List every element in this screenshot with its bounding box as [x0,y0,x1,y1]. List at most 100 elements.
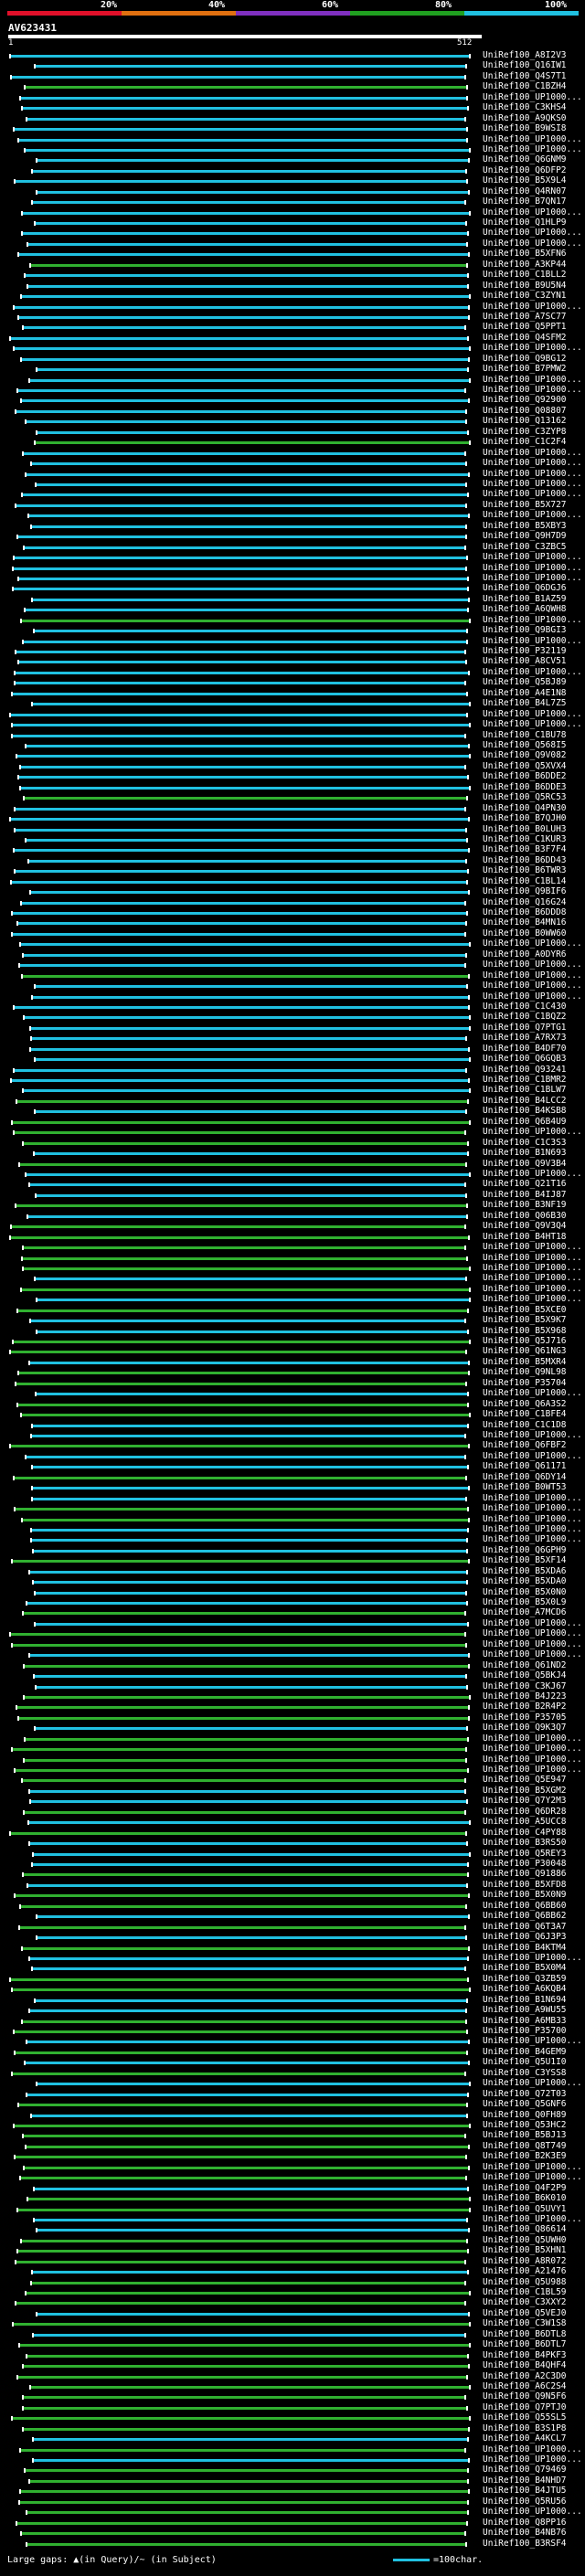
hit-row[interactable]: UniRef100_B9WSI8 [0,124,585,133]
hit-row[interactable]: UniRef100_Q4F2P9 [0,2183,585,2193]
hit-accession-link[interactable]: UniRef100_B3RS50 [483,1838,567,1849]
hit-row[interactable]: UniRef100_UP1000... [0,1243,585,1252]
hit-row[interactable]: UniRef100_UP1000... [0,1451,585,1461]
hit-row[interactable]: UniRef100_Q5UVY1 [0,2204,585,2214]
hit-row[interactable]: UniRef100_A21476 [0,2267,585,2276]
hit-accession-link[interactable]: UniRef100_Q6DFP2 [483,164,567,175]
hit-accession-link[interactable]: UniRef100_B5XBY3 [483,520,567,531]
hit-row[interactable]: UniRef100_B5BJ13 [0,2131,585,2140]
hit-row[interactable]: UniRef100_B6DD43 [0,855,585,865]
hit-row[interactable]: UniRef100_Q5XVX4 [0,760,585,771]
hit-accession-link[interactable]: UniRef100_P35705 [483,1712,567,1723]
hit-row[interactable]: UniRef100_UP1000... [0,2037,585,2046]
hit-row[interactable]: UniRef100_B5XHN1 [0,2246,585,2255]
hit-accession-link[interactable]: UniRef100_Q9V082 [483,750,567,761]
hit-row[interactable]: UniRef100_UP1000... [0,1128,585,1137]
hit-accession-link[interactable]: UniRef100_Q61NG3 [483,1346,567,1357]
hit-accession-link[interactable]: UniRef100_UP1000... [483,1765,582,1776]
hit-accession-link[interactable]: UniRef100_UP1000... [483,2172,582,2183]
hit-row[interactable]: UniRef100_Q86614 [0,2225,585,2234]
hit-accession-link[interactable]: UniRef100_B6DDD8 [483,907,567,918]
hit-accession-link[interactable]: UniRef100_UP1000... [483,91,582,102]
hit-row[interactable]: UniRef100_A8R072 [0,2255,585,2266]
hit-accession-link[interactable]: UniRef100_B5X0N0 [483,1586,567,1597]
hit-accession-link[interactable]: UniRef100_UP1000... [483,447,582,458]
hit-row[interactable]: UniRef100_Q6DFP2 [0,164,585,175]
hit-row[interactable]: UniRef100_C1KUR3 [0,834,585,844]
hit-row[interactable]: UniRef100_Q6DGJ6 [0,584,585,593]
hit-accession-link[interactable]: UniRef100_UP1000... [483,991,582,1002]
hit-row[interactable]: UniRef100_C3W1S8 [0,2319,585,2328]
hit-row[interactable]: UniRef100_UP1000... [0,553,585,562]
hit-row[interactable]: UniRef100_A8CV51 [0,657,585,666]
hit-accession-link[interactable]: UniRef100_C3ZYP8 [483,426,567,437]
hit-row[interactable]: UniRef100_C1C1D8 [0,1420,585,1430]
hit-row[interactable]: UniRef100_B6DDE3 [0,782,585,792]
hit-accession-link[interactable]: UniRef100_Q3ZB59 [483,1973,567,1984]
hit-row[interactable]: UniRef100_UP1000... [0,1274,585,1283]
hit-accession-link[interactable]: UniRef100_B3F7F4 [483,844,567,855]
hit-accession-link[interactable]: UniRef100_Q53HC2 [483,2119,567,2130]
hit-row[interactable]: UniRef100_Q8T749 [0,2141,585,2151]
hit-accession-link[interactable]: UniRef100_UP1000... [483,1513,582,1524]
hit-row[interactable]: UniRef100_B6DDE2 [0,772,585,781]
hit-accession-link[interactable]: UniRef100_Q5REY3 [483,1848,567,1859]
hit-row[interactable]: UniRef100_UP1000... [0,207,585,217]
hit-row[interactable]: UniRef100_B6TWR3 [0,866,585,875]
hit-accession-link[interactable]: UniRef100_UP1000... [483,552,582,563]
hit-row[interactable]: UniRef100_P32119 [0,647,585,656]
hit-accession-link[interactable]: UniRef100_Q5U988 [483,2276,567,2287]
hit-accession-link[interactable]: UniRef100_UP1000... [483,458,582,469]
hit-row[interactable]: UniRef100_C3YSS8 [0,2068,585,2078]
hit-row[interactable]: UniRef100_Q55SL5 [0,2413,585,2422]
hit-row[interactable]: UniRef100_Q9V3Q4 [0,1222,585,1231]
hit-row[interactable]: UniRef100_Q13162 [0,417,585,426]
hit-accession-link[interactable]: UniRef100_A8R072 [483,2255,567,2266]
hit-row[interactable]: UniRef100_Q92900 [0,396,585,405]
hit-row[interactable]: UniRef100_B1N694 [0,1995,585,2005]
hit-row[interactable]: UniRef100_B4QHF4 [0,2361,585,2370]
hit-row[interactable]: UniRef100_C1BLW7 [0,1086,585,1095]
hit-row[interactable]: UniRef100_Q9V3B4 [0,1159,585,1169]
hit-row[interactable]: UniRef100_UP1000... [0,1639,585,1649]
hit-accession-link[interactable]: UniRef100_Q5XVX4 [483,760,567,771]
hit-row[interactable]: UniRef100_Q4RN07 [0,186,585,196]
hit-accession-link[interactable]: UniRef100_UP1000... [483,666,582,677]
hit-row[interactable]: UniRef100_C1C430 [0,1002,585,1012]
hit-accession-link[interactable]: UniRef100_A3KP44 [483,259,567,270]
hit-row[interactable]: UniRef100_Q6T3A7 [0,1922,585,1932]
hit-accession-link[interactable]: UniRef100_B3S1P8 [483,2422,567,2433]
hit-accession-link[interactable]: UniRef100_C3ZYN1 [483,291,567,302]
hit-row[interactable]: UniRef100_B7QJH0 [0,814,585,823]
hit-row[interactable]: UniRef100_Q0FH89 [0,2110,585,2120]
hit-row[interactable]: UniRef100_UP1000... [0,1953,585,1963]
hit-accession-link[interactable]: UniRef100_Q6J3P3 [483,1932,567,1943]
hit-accession-link[interactable]: UniRef100_Q5E947 [483,1775,567,1786]
hit-accession-link[interactable]: UniRef100_C1BL59 [483,2287,567,2298]
hit-row[interactable]: UniRef100_Q21T16 [0,1180,585,1189]
hit-row[interactable]: UniRef100_C1BFE4 [0,1410,585,1419]
hit-accession-link[interactable]: UniRef100_UP1000... [483,562,582,573]
hit-row[interactable]: UniRef100_Q5REY3 [0,1848,585,1859]
hit-row[interactable]: UniRef100_B5X0M4 [0,1964,585,1973]
hit-accession-link[interactable]: UniRef100_UP1000... [483,1252,582,1263]
hit-accession-link[interactable]: UniRef100_Q5J716 [483,1336,567,1347]
hit-accession-link[interactable]: UniRef100_Q6BB60 [483,1900,567,1911]
hit-accession-link[interactable]: UniRef100_UP1000... [483,1262,582,1273]
hit-accession-link[interactable]: UniRef100_UP1000... [483,2213,582,2224]
hit-accession-link[interactable]: UniRef100_B3NF19 [483,1200,567,1211]
hit-accession-link[interactable]: UniRef100_Q16G24 [483,896,567,907]
hit-accession-link[interactable]: UniRef100_Q61ND2 [483,1659,567,1670]
hit-accession-link[interactable]: UniRef100_UP1000... [483,468,582,479]
hit-accession-link[interactable]: UniRef100_A6KQB4 [483,1984,567,1995]
hit-row[interactable]: UniRef100_Q6GNM9 [0,155,585,164]
hit-row[interactable]: UniRef100_A5UCC8 [0,1818,585,1827]
hit-row[interactable]: UniRef100_Q9BGI3 [0,626,585,635]
hit-accession-link[interactable]: UniRef100_Q93241 [483,1064,567,1075]
hit-accession-link[interactable]: UniRef100_C3ZBC5 [483,541,567,552]
hit-row[interactable]: UniRef100_Q9N5F6 [0,2392,585,2401]
hit-accession-link[interactable]: UniRef100_B5XHN1 [483,2245,567,2256]
hit-row[interactable]: UniRef100_UP1000... [0,144,585,154]
hit-accession-link[interactable]: UniRef100_B5X9L4 [483,175,567,186]
hit-row[interactable]: UniRef100_Q6FBF2 [0,1441,585,1450]
